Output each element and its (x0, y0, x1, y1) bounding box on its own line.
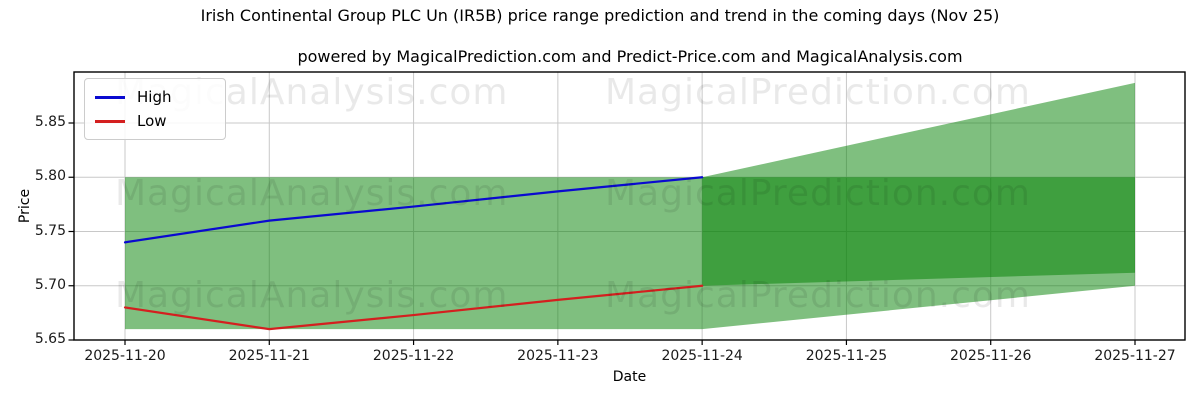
watermark-text: MagicalPrediction.com (605, 72, 1031, 113)
x-tick-label: 2025-11-24 (661, 348, 743, 364)
x-tick-label: 2025-11-22 (372, 348, 455, 364)
watermark-text: MagicalPrediction.com (605, 173, 1031, 214)
x-tick-label: 2025-11-20 (84, 348, 166, 364)
band-forecast-core (702, 177, 1135, 286)
legend-label: Low (137, 112, 167, 130)
y-axis-title: Price (17, 188, 33, 224)
x-tick-label: 2025-11-25 (805, 348, 888, 364)
chart-title: Irish Continental Group PLC Un (IR5B) pr… (200, 6, 1000, 25)
x-axis-title: Date (612, 369, 647, 385)
x-tick-label: 2025-11-26 (950, 348, 1032, 364)
y-tick-label: 5.80 (34, 168, 66, 185)
band-historical-range (125, 177, 703, 330)
legend-item-low: Low (95, 109, 215, 133)
watermark-text: MagicalPrediction.com (605, 275, 1031, 316)
plot-border (73, 71, 1186, 341)
legend-line-swatch (95, 95, 125, 99)
series-line-low (123, 284, 704, 331)
watermark-text: MagicalAnalysis.com (115, 275, 509, 316)
x-tick-label: 2025-11-21 (228, 348, 310, 364)
legend-item-high: High (95, 85, 215, 109)
y-tick-label: 5.65 (34, 331, 66, 347)
watermark-text: MagicalAnalysis.com (115, 173, 509, 214)
legend-label: High (137, 88, 172, 106)
legend: High Low (84, 78, 226, 140)
x-tick-label: 2025-11-27 (1094, 348, 1176, 364)
legend-line-swatch (95, 119, 125, 123)
x-tick-label: 2025-11-23 (517, 348, 599, 364)
series-line-high (123, 176, 704, 244)
y-tick-label: 5.70 (34, 276, 66, 293)
y-tick-label: 5.85 (34, 114, 66, 130)
y-tick-label: 5.75 (34, 222, 66, 239)
chart-subtitle: powered by MagicalPrediction.com and Pre… (297, 47, 963, 66)
